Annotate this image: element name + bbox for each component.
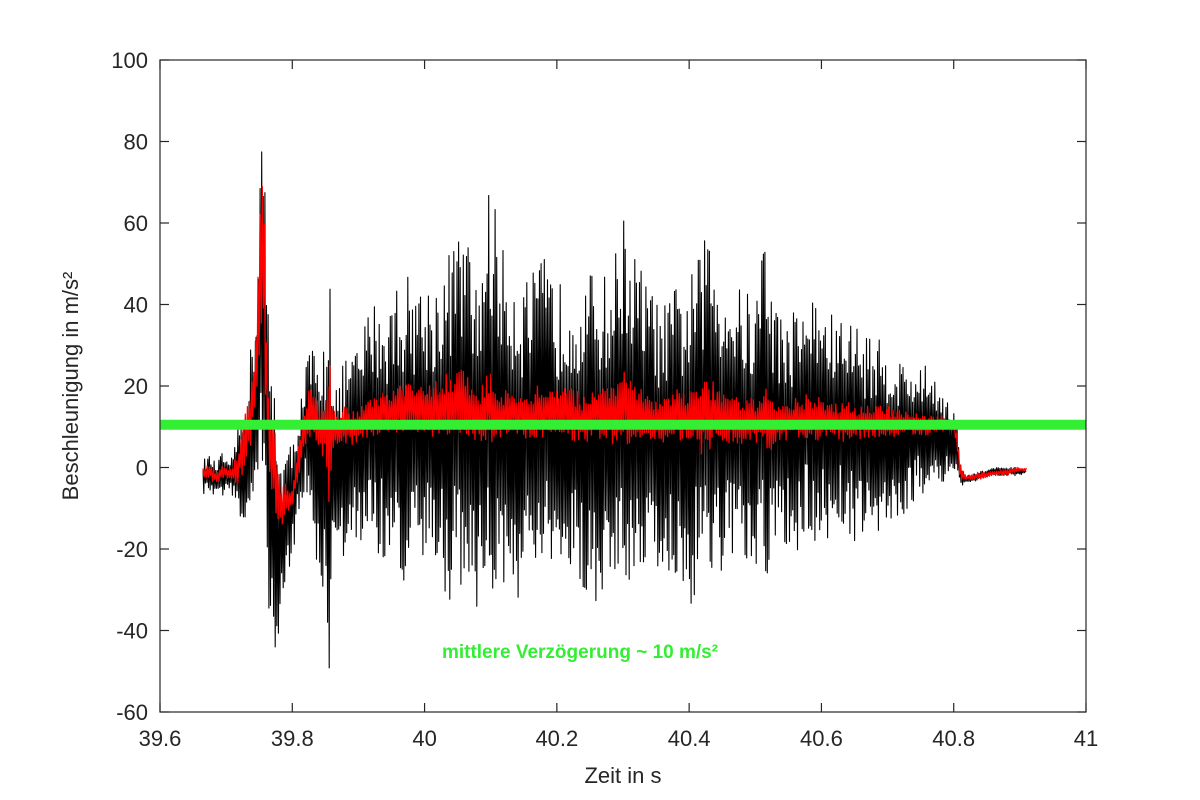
x-axis-label: Zeit in s <box>584 763 661 788</box>
y-tick-label: -60 <box>116 700 148 725</box>
x-tick-label: 40.2 <box>535 726 578 751</box>
y-tick-label: -40 <box>116 619 148 644</box>
x-tick-label: 40.6 <box>800 726 843 751</box>
y-tick-label: 80 <box>124 130 148 155</box>
mean-deceleration-annotation: mittlere Verzögerung ~ 10 m/s² <box>442 642 718 663</box>
x-tick-label: 40.4 <box>668 726 711 751</box>
x-axis-ticks: 39.6 39.8 40 40.2 40.4 40.6 40.8 41 <box>139 60 1098 751</box>
y-axis-label: Beschleunigung in m/s² <box>58 272 83 501</box>
x-tick-label: 41 <box>1074 726 1098 751</box>
x-tick-label: 39.6 <box>139 726 182 751</box>
x-tick-label: 40 <box>412 726 436 751</box>
y-tick-label: 60 <box>124 211 148 236</box>
y-tick-label: 100 <box>111 48 148 73</box>
y-tick-label: 20 <box>124 374 148 399</box>
y-tick-label: 40 <box>124 293 148 318</box>
y-axis-ticks: -60 -40 -20 0 20 40 60 80 100 <box>111 48 1086 725</box>
y-tick-label: 0 <box>136 456 148 481</box>
y-tick-label: -20 <box>116 537 148 562</box>
x-tick-label: 40.8 <box>932 726 975 751</box>
x-tick-label: 39.8 <box>271 726 314 751</box>
